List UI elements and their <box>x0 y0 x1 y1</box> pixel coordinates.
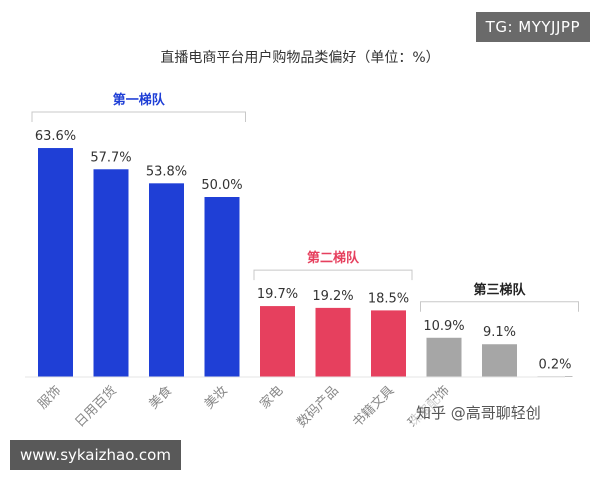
bar-4 <box>204 197 240 377</box>
value-label-5: 19.7% <box>257 287 298 302</box>
tier-label-1: 第一梯队 <box>113 92 166 108</box>
bar-1 <box>38 148 73 377</box>
bar-9 <box>482 344 517 377</box>
tier-bracket-3 <box>420 301 579 312</box>
bar-5 <box>260 306 295 377</box>
x-tick-label-7: 书籍文具 <box>349 383 397 431</box>
value-label-8: 10.9% <box>423 319 464 334</box>
value-label-7: 18.5% <box>368 291 409 306</box>
value-label-2: 57.7% <box>90 150 131 165</box>
tier-label-3: 第三梯队 <box>473 282 526 298</box>
value-label-3: 53.8% <box>146 164 187 179</box>
bar-series <box>38 148 573 377</box>
x-tick-label-3: 美食 <box>146 383 176 413</box>
bar-3 <box>149 183 184 377</box>
value-label-9: 9.1% <box>483 325 516 340</box>
x-tick-label-1: 服饰 <box>35 383 64 412</box>
tier-label-2: 第二梯队 <box>307 250 360 266</box>
bar-2 <box>93 169 129 377</box>
tier-bracket-1 <box>31 111 246 123</box>
tier-bracket-2 <box>253 269 413 281</box>
x-tick-label-5: 家电 <box>257 383 287 413</box>
x-tick-label-2: 日用百货 <box>72 383 120 431</box>
zhihu-watermark: 知乎 @高哥聊轻创 <box>412 400 545 425</box>
url-watermark: www.sykaizhao.com <box>10 440 181 470</box>
x-tick-label-6: 数码产品 <box>294 383 341 430</box>
value-label-10: 0.2% <box>538 357 571 372</box>
tg-watermark: TG: MYYJJPP <box>475 12 590 42</box>
value-labels: 63.6% 57.7% 53.8% 50.0% 19.7% 19.2% 18.5% 10.9%… <box>35 129 572 372</box>
value-label-6: 19.2% <box>312 289 353 304</box>
bar-8 <box>426 337 462 377</box>
bar-7 <box>371 310 406 377</box>
chart-title: 直播电商平台用户购物品类偏好（单位：%） <box>160 49 439 66</box>
x-axis-labels: 服饰日用百货美食美妆家电数码产品书籍文具珠宝配饰 <box>35 383 453 431</box>
value-label-4: 50.0% <box>201 178 242 193</box>
value-label-1: 63.6% <box>35 129 76 144</box>
bar-6 <box>315 307 351 377</box>
x-tick-label-4: 美妆 <box>202 383 231 412</box>
